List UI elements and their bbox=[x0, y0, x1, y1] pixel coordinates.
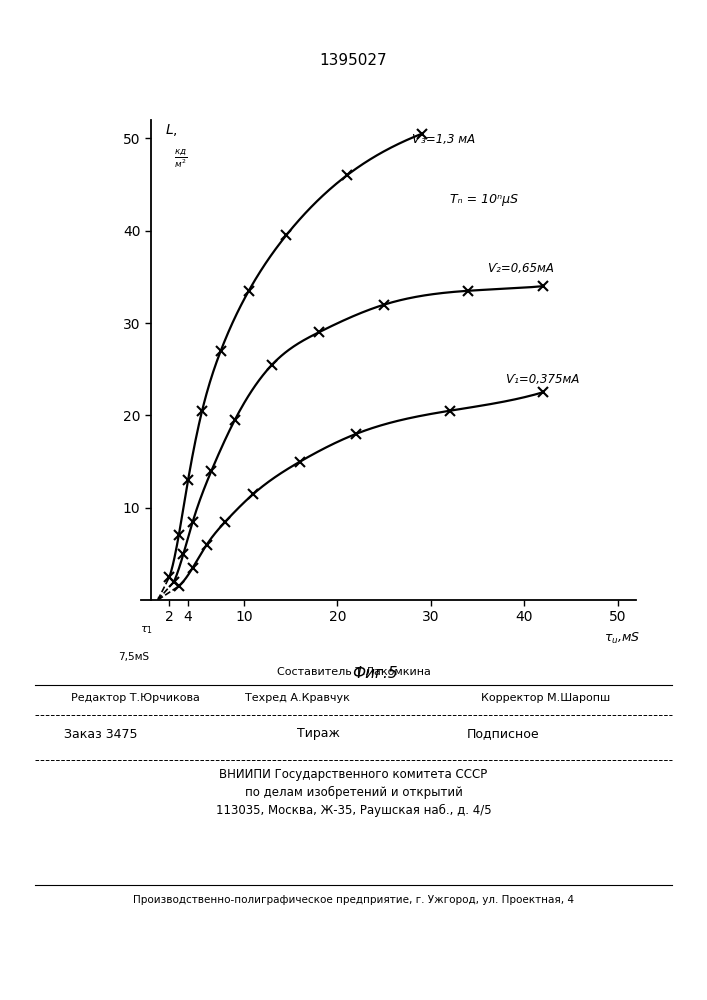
Text: 7,5мS: 7,5мS bbox=[118, 652, 149, 662]
Text: Тираж: Тираж bbox=[297, 728, 339, 740]
Text: Редактор Т.Юрчикова: Редактор Т.Юрчикова bbox=[71, 693, 199, 703]
Text: $\tau_u$,мS: $\tau_u$,мS bbox=[604, 631, 640, 646]
Text: 1395027: 1395027 bbox=[320, 53, 387, 68]
Text: Составитель Т.Лакомкина: Составитель Т.Лакомкина bbox=[276, 667, 431, 677]
Text: Ѵ₂=0,65мА: Ѵ₂=0,65мА bbox=[487, 262, 554, 275]
Text: Корректор М.Шаропш: Корректор М.Шаропш bbox=[481, 693, 610, 703]
Text: Фиг.5: Фиг.5 bbox=[352, 666, 397, 681]
Text: Заказ 3475: Заказ 3475 bbox=[64, 728, 137, 740]
Text: Ѵ₃=1,3 мА: Ѵ₃=1,3 мА bbox=[412, 133, 475, 146]
Text: 113035, Москва, Ж-35, Раушская наб., д. 4/5: 113035, Москва, Ж-35, Раушская наб., д. … bbox=[216, 804, 491, 817]
Text: Техред А.Кравчук: Техред А.Кравчук bbox=[245, 693, 349, 703]
Text: Tₙ = 10ⁿμS: Tₙ = 10ⁿμS bbox=[450, 193, 518, 206]
Text: $L,$: $L,$ bbox=[165, 122, 177, 138]
Text: по делам изобретений и открытий: по делам изобретений и открытий bbox=[245, 786, 462, 799]
Text: $\tau_1$: $\tau_1$ bbox=[139, 624, 153, 636]
Text: Ѵ₁=0,375мА: Ѵ₁=0,375мА bbox=[506, 373, 580, 386]
Text: Подписное: Подписное bbox=[467, 728, 539, 740]
Text: Производственно-полиграфическое предприятие, г. Ужгород, ул. Проектная, 4: Производственно-полиграфическое предприя… bbox=[133, 895, 574, 905]
Text: ВНИИПИ Государственного комитета СССР: ВНИИПИ Государственного комитета СССР bbox=[219, 768, 488, 781]
Text: $\frac{кд}{м^2}$: $\frac{кд}{м^2}$ bbox=[174, 148, 187, 170]
